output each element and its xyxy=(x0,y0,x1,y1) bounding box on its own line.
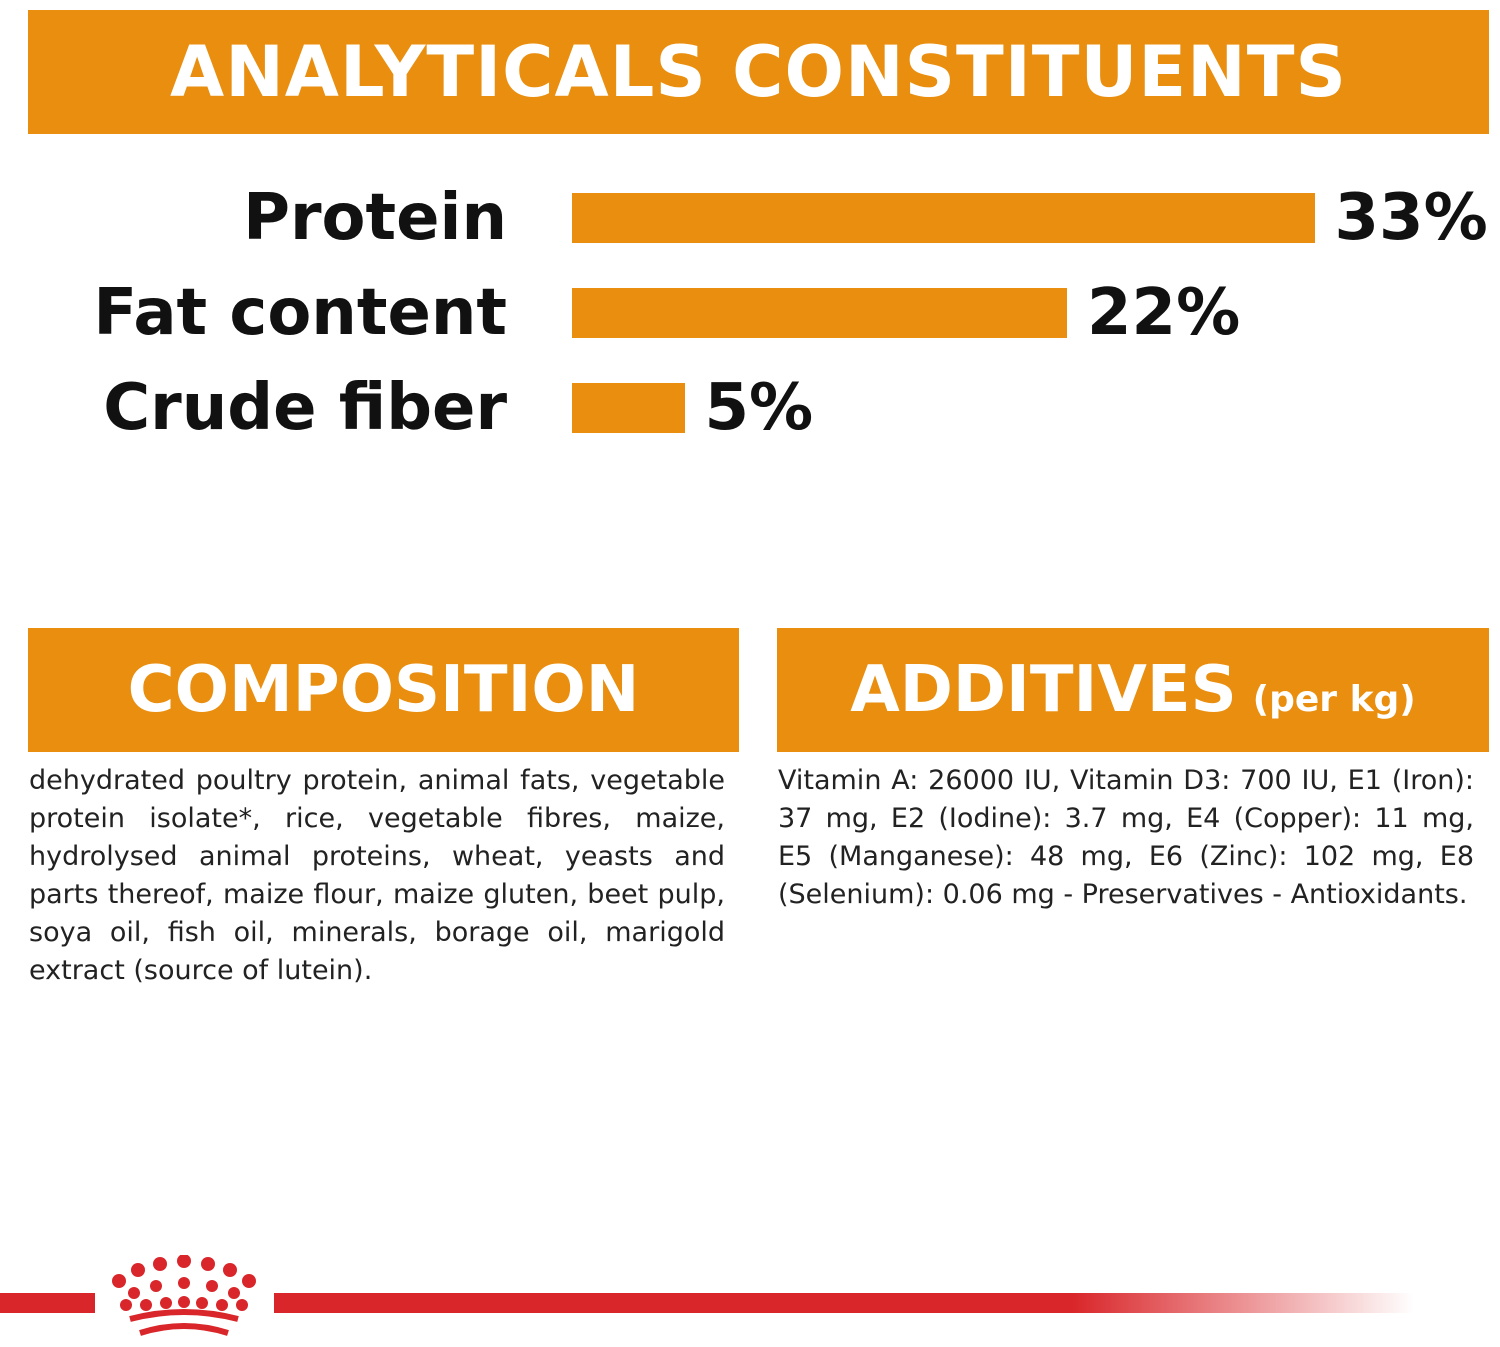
composition-title: COMPOSITION xyxy=(127,653,640,727)
bar-label-fat-content: Fat content xyxy=(93,276,507,350)
brand-line-left xyxy=(0,1293,95,1313)
bar-label-protein: Protein xyxy=(243,181,507,255)
composition-header: COMPOSITION xyxy=(28,628,739,752)
royal-crown-icon xyxy=(112,1255,256,1336)
additives-text: Vitamin A: 26000 IU, Vitamin D3: 700 IU,… xyxy=(778,765,1474,910)
additives-unit: (per kg) xyxy=(1252,678,1416,720)
analytical-constituents-title: ANALYTICALS CONSTITUENTS xyxy=(170,31,1347,113)
additives-header: ADDITIVES (per kg) xyxy=(777,628,1489,752)
bar-fat-content xyxy=(572,288,1067,338)
brand-line xyxy=(274,1293,1414,1313)
analytical-constituents-header: ANALYTICALS CONSTITUENTS xyxy=(28,10,1489,134)
bar-value-fat-content: 22% xyxy=(1087,276,1241,350)
bar-value-crude-fiber: 5% xyxy=(704,371,814,445)
bar-protein xyxy=(572,193,1315,243)
composition-text: dehydrated poultry protein, animal fats,… xyxy=(29,765,725,986)
additives-title: ADDITIVES xyxy=(850,653,1237,727)
bar-label-crude-fiber: Crude fiber xyxy=(103,371,507,445)
bar-value-protein: 33% xyxy=(1334,181,1488,255)
bar-crude-fiber xyxy=(572,383,685,433)
